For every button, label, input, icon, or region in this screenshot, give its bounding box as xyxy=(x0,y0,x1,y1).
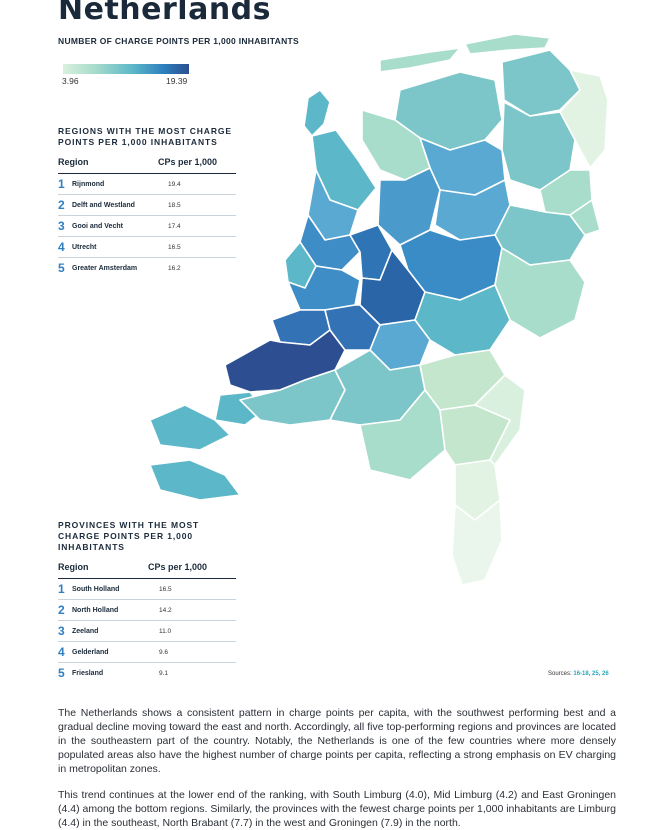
col-region: Region xyxy=(58,562,89,572)
table-row: 3 Gooi and Vecht 17.4 xyxy=(58,216,236,237)
province-value: 9.1 xyxy=(159,669,169,677)
region-zeeland-south xyxy=(149,459,241,501)
table-row: 4 Utrecht 16.5 xyxy=(58,237,236,258)
region-wadden-east xyxy=(464,33,551,55)
table-row: 2 Delft and Westland 18.5 xyxy=(58,195,236,216)
rank-number: 5 xyxy=(58,666,65,680)
region-value: 19.4 xyxy=(168,180,181,188)
col-region: Region xyxy=(58,157,89,167)
top-provinces-header: Region CPs per 1,000 xyxy=(58,562,236,579)
rank-number: 5 xyxy=(58,261,65,275)
region-wadden xyxy=(379,47,461,73)
region-value: 16.5 xyxy=(168,243,181,251)
province-value: 16.5 xyxy=(159,585,172,593)
table-row: 1 South Holland 16.5 xyxy=(58,579,236,600)
top-regions-panel: REGIONS WITH THE MOST CHARGE POINTS PER … xyxy=(58,126,236,278)
table-row: 2 North Holland 14.2 xyxy=(58,600,236,621)
region-value: 16.2 xyxy=(168,264,181,272)
province-value: 11.0 xyxy=(159,627,172,635)
sources-refs: 16-18, 25, 26 xyxy=(573,671,609,677)
legend-min-label: 3.96 xyxy=(62,76,79,86)
table-row: 1 Rijnmond 19.4 xyxy=(58,174,236,195)
region-name: Utrecht xyxy=(72,243,97,251)
table-row: 4 Gelderland 9.6 xyxy=(58,642,236,663)
province-name: Zeeland xyxy=(72,627,99,635)
rank-number: 4 xyxy=(58,240,65,254)
rank-number: 4 xyxy=(58,645,65,659)
page-title: Netherlands xyxy=(58,0,272,27)
region-name: Gooi and Vecht xyxy=(72,222,123,230)
sources-note: Sources: 16-18, 25, 26 xyxy=(548,671,609,677)
region-south-limburg xyxy=(451,499,503,586)
region-name: Rijnmond xyxy=(72,180,105,188)
region-east-groningen xyxy=(559,69,609,169)
col-value: CPs per 1,000 xyxy=(148,562,208,572)
province-name: Gelderland xyxy=(72,648,109,656)
table-row: 5 Friesland 9.1 xyxy=(58,663,236,683)
region-north-limburg xyxy=(474,374,526,466)
province-value: 14.2 xyxy=(159,606,172,614)
region-name: Delft and Westland xyxy=(72,201,135,209)
sources-label: Sources: xyxy=(548,671,572,677)
table-row: 5 Greater Amsterdam 16.2 xyxy=(58,258,236,278)
region-flevoland xyxy=(377,167,441,246)
col-value: CPs per 1,000 xyxy=(158,157,218,167)
province-value: 9.6 xyxy=(159,648,169,656)
rank-number: 3 xyxy=(58,624,65,638)
rank-number: 1 xyxy=(58,177,65,191)
top-regions-header: Region CPs per 1,000 xyxy=(58,157,236,174)
province-name: South Holland xyxy=(72,585,120,593)
top-regions-title: REGIONS WITH THE MOST CHARGE POINTS PER … xyxy=(58,126,232,147)
rank-number: 1 xyxy=(58,582,65,596)
map-subtitle: NUMBER OF CHARGE POINTS PER 1,000 INHABI… xyxy=(58,36,299,46)
rank-number: 2 xyxy=(58,198,65,212)
color-scale-legend xyxy=(63,64,189,74)
region-texel xyxy=(303,89,331,137)
body-paragraph-2: This trend continues at the lower end of… xyxy=(58,789,616,829)
province-name: Friesland xyxy=(72,669,104,677)
rank-number: 2 xyxy=(58,603,65,617)
legend-max-label: 19.39 xyxy=(166,76,188,86)
region-zeeland-mid xyxy=(149,404,231,451)
body-paragraph-1: The Netherlands shows a consistent patte… xyxy=(58,707,616,775)
rank-number: 3 xyxy=(58,219,65,233)
top-provinces-title: PROVINCES WITH THE MOST CHARGE POINTS PE… xyxy=(58,520,200,552)
region-name: Greater Amsterdam xyxy=(72,264,138,272)
region-overijssel-east xyxy=(569,199,601,236)
netherlands-choropleth-map xyxy=(149,33,609,586)
region-value: 18.5 xyxy=(168,201,181,209)
table-row: 3 Zeeland 11.0 xyxy=(58,621,236,642)
region-value: 17.4 xyxy=(168,222,181,230)
top-provinces-panel: PROVINCES WITH THE MOST CHARGE POINTS PE… xyxy=(58,520,236,683)
province-name: North Holland xyxy=(72,606,119,614)
